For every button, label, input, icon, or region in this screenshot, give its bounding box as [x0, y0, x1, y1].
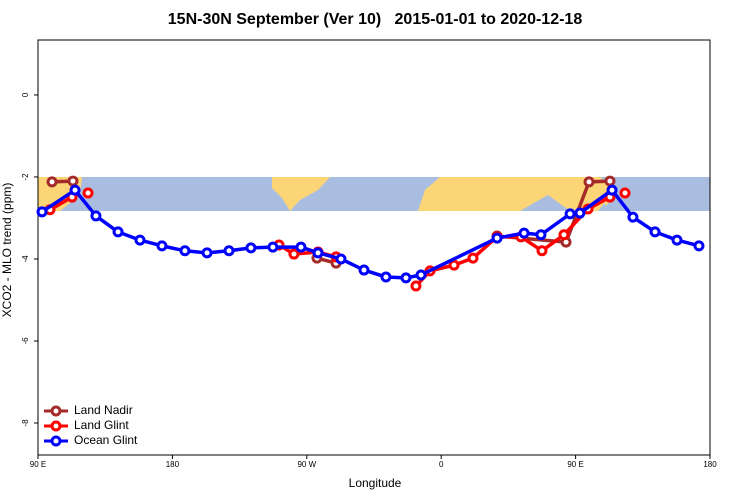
x-tick-label: 90 E — [567, 460, 583, 469]
data-point — [82, 187, 94, 199]
data-point — [671, 234, 683, 246]
data-point — [415, 269, 427, 281]
legend-marker — [50, 405, 62, 417]
x-tick-label: 90 E — [30, 460, 46, 469]
data-point — [583, 176, 595, 188]
data-point — [288, 248, 300, 260]
data-point — [295, 241, 307, 253]
data-point — [693, 240, 705, 252]
data-point — [606, 184, 618, 196]
data-point — [201, 247, 213, 259]
data-point — [536, 245, 548, 257]
y-tick-label: -4 — [21, 255, 30, 263]
legend-marker — [50, 435, 62, 447]
data-point — [156, 240, 168, 252]
data-point — [380, 271, 392, 283]
data-point — [518, 227, 530, 239]
data-point — [90, 210, 102, 222]
data-point — [619, 187, 631, 199]
data-point — [358, 264, 370, 276]
data-point — [134, 234, 146, 246]
y-axis-label: XCO2 - MLO trend (ppm) — [0, 183, 14, 318]
data-point — [223, 245, 235, 257]
chart-title: 15N-30N September (Ver 10) 2015-01-01 to… — [168, 11, 583, 28]
x-tick-label: 180 — [166, 460, 180, 469]
data-point — [67, 175, 79, 187]
data-point — [400, 272, 412, 284]
x-tick-label: 0 — [439, 460, 444, 469]
x-axis-label: Longitude — [349, 476, 402, 490]
data-point — [112, 226, 124, 238]
data-point — [491, 232, 503, 244]
data-point — [467, 252, 479, 264]
data-point — [410, 280, 422, 292]
x-tick-label: 90 W — [297, 460, 316, 469]
legend-marker — [50, 420, 62, 432]
x-tick-label: 180 — [703, 460, 717, 469]
data-point — [558, 229, 570, 241]
series-line — [41, 188, 700, 280]
data-point — [564, 208, 576, 220]
data-point — [335, 253, 347, 265]
data-point — [69, 184, 81, 196]
data-point — [448, 259, 460, 271]
data-point — [267, 241, 279, 253]
y-tick-label: -2 — [21, 173, 30, 181]
data-point — [36, 206, 48, 218]
data-point — [627, 211, 639, 223]
y-tick-label: 0 — [21, 92, 30, 97]
legend-label: Land Nadir — [74, 403, 133, 417]
data-point — [245, 242, 257, 254]
data-point — [649, 226, 661, 238]
plot-frame — [37, 39, 711, 456]
y-tick-label: -6 — [21, 337, 30, 345]
y-tick-label: -8 — [21, 419, 30, 427]
legend-label: Ocean Glint — [74, 433, 138, 447]
data-point — [535, 229, 547, 241]
legend-label: Land Glint — [74, 418, 129, 432]
data-point — [312, 247, 324, 259]
data-point — [604, 175, 616, 187]
data-point — [46, 176, 58, 188]
data-point — [574, 207, 586, 219]
data-point — [179, 245, 191, 257]
